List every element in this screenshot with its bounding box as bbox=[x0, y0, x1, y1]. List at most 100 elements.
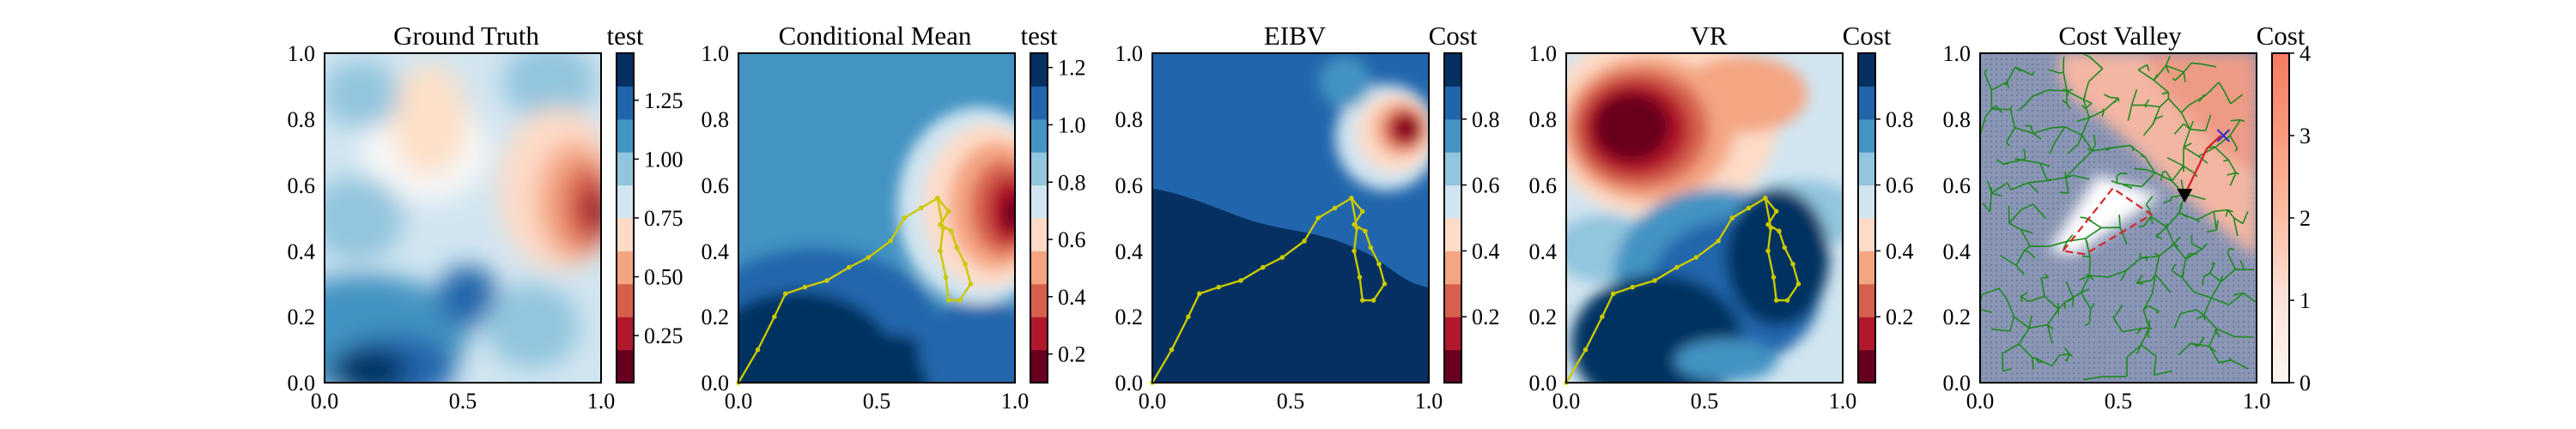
colorbar-step bbox=[1858, 283, 1875, 317]
y-tick-label: 0.0 bbox=[1529, 371, 1558, 396]
trajectory bbox=[1150, 196, 1388, 385]
colorbar-step bbox=[1030, 317, 1048, 351]
x-tick-label: 1.0 bbox=[587, 389, 616, 414]
tree-edge bbox=[2048, 69, 2061, 74]
panel-title: Cost Valley bbox=[2058, 21, 2182, 51]
tree-edge bbox=[2159, 278, 2172, 293]
tree-edge bbox=[2183, 165, 2195, 174]
tree-edge bbox=[2024, 250, 2030, 254]
tree-edge bbox=[2216, 328, 2235, 338]
tree-edge bbox=[2173, 313, 2182, 329]
tree-edge bbox=[2032, 127, 2051, 135]
colorbar-tick-label: 0.6 bbox=[1886, 173, 1914, 198]
tree-edge bbox=[2161, 91, 2169, 95]
tree-edge bbox=[2063, 240, 2069, 250]
colorbar-step bbox=[1444, 218, 1461, 251]
tree-edge bbox=[2213, 211, 2218, 231]
y-tick-label: 0.0 bbox=[1943, 371, 1971, 396]
panel-vr: VR 1.0 0.8 0.6 bbox=[1529, 21, 1914, 414]
tree-edge bbox=[2140, 256, 2148, 259]
tree-edge bbox=[2066, 88, 2074, 92]
tree-edge bbox=[2196, 210, 2215, 221]
y-tick-label: 0.6 bbox=[702, 173, 730, 198]
tree-edge bbox=[2071, 298, 2075, 307]
tree-edge bbox=[2008, 316, 2015, 332]
colorbar-step bbox=[1030, 349, 1048, 384]
trajectory-point bbox=[802, 284, 808, 290]
trajectory-line bbox=[737, 196, 972, 384]
tree-edge bbox=[2111, 144, 2130, 149]
tree-edge bbox=[2015, 250, 2026, 266]
tree-edge bbox=[2202, 297, 2212, 316]
tree-edge bbox=[2126, 344, 2142, 359]
trajectory-point bbox=[957, 298, 963, 303]
y-tick-label: 0.4 bbox=[1943, 239, 1971, 264]
x-tick-label: 0.5 bbox=[1691, 389, 1719, 414]
colorbar-step bbox=[617, 218, 634, 251]
colorbar-step bbox=[1030, 283, 1048, 317]
trajectory-point bbox=[1349, 196, 1354, 201]
y-tick-label: 0.4 bbox=[1529, 239, 1558, 264]
trajectory-point bbox=[1359, 208, 1365, 214]
colorbar-step bbox=[617, 349, 634, 384]
tree-edge bbox=[2180, 104, 2190, 113]
trajectory-point bbox=[1784, 298, 1790, 303]
tree-edge bbox=[1990, 328, 2010, 332]
tree-edge bbox=[2101, 110, 2105, 118]
tree-edge bbox=[2040, 277, 2045, 297]
tree-edge bbox=[2184, 252, 2190, 260]
tree-edge bbox=[2154, 79, 2169, 94]
tree-edge bbox=[2235, 172, 2239, 175]
colorbar-tick-label: 4 bbox=[2300, 41, 2311, 66]
tree-edge bbox=[2000, 255, 2017, 267]
obstacle-outline bbox=[2061, 186, 2154, 256]
tree-edge bbox=[2142, 215, 2152, 227]
trajectory-point bbox=[954, 245, 960, 251]
tree-edge bbox=[2180, 311, 2189, 315]
tree-edge bbox=[2046, 177, 2066, 182]
tree-edge bbox=[2180, 112, 2191, 130]
tree-edge bbox=[2196, 309, 2205, 317]
tree-edge bbox=[2065, 174, 2074, 178]
tree-edge bbox=[2233, 217, 2239, 237]
tree-edge bbox=[2032, 89, 2049, 97]
tree-edge bbox=[2154, 172, 2172, 182]
tree-edge bbox=[2063, 56, 2065, 60]
tree-edge bbox=[2229, 247, 2235, 251]
tree-edge bbox=[2166, 64, 2184, 73]
tree-edge bbox=[2209, 262, 2215, 274]
tree-edge bbox=[2147, 327, 2150, 336]
colorbar-tick-label: 1.25 bbox=[644, 88, 683, 113]
tree-edge bbox=[2064, 171, 2067, 178]
tree-edge bbox=[2066, 90, 2069, 96]
trajectory-point bbox=[1302, 239, 1307, 244]
tree-edge bbox=[2154, 256, 2160, 275]
tree-edge bbox=[2150, 215, 2167, 228]
tree-edge bbox=[2173, 236, 2181, 245]
tree-edge bbox=[2078, 150, 2093, 165]
trajectory-point bbox=[1777, 228, 1782, 234]
plot-frame bbox=[1565, 52, 1844, 384]
tree-edge bbox=[2057, 302, 2059, 310]
best-path bbox=[2184, 135, 2221, 196]
tree-edge bbox=[2158, 244, 2175, 257]
tree-edge bbox=[2136, 282, 2144, 285]
y-ticks: 1.0 0.8 0.6 0.4 0.2 0.0 bbox=[1943, 41, 1971, 396]
tree-edge bbox=[2144, 156, 2156, 173]
tree-edge bbox=[2069, 353, 2074, 358]
tree-edge bbox=[2178, 342, 2191, 356]
trajectory-point bbox=[1600, 314, 1605, 320]
trajectory-point bbox=[1169, 347, 1175, 353]
tree-edge bbox=[2008, 222, 2021, 231]
colorbar-step bbox=[617, 251, 634, 285]
trajectory-point bbox=[1354, 225, 1360, 231]
tree-edge bbox=[1984, 72, 1993, 91]
tree-edge bbox=[2032, 203, 2046, 219]
tree-edge bbox=[2180, 179, 2184, 187]
tree-edge bbox=[2190, 252, 2197, 256]
tree-edge bbox=[2220, 275, 2223, 282]
trajectory-point bbox=[1790, 261, 1795, 267]
colorbar-tick-label: 0.2 bbox=[1058, 342, 1086, 367]
tree-edge bbox=[2120, 172, 2128, 175]
colorbar-frame bbox=[1443, 52, 1462, 384]
